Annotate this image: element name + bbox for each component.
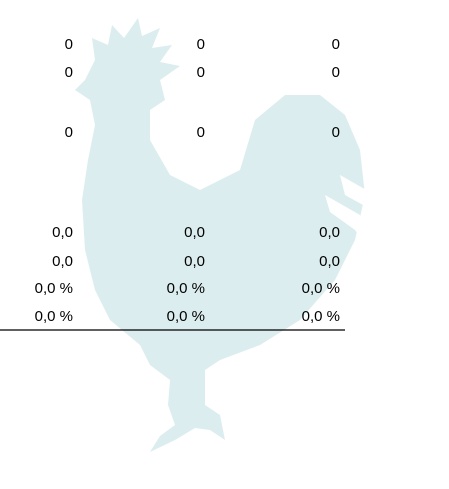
cell: 0,0 %	[35, 308, 73, 325]
cell: 0,0 %	[35, 280, 73, 297]
cell: 0	[332, 124, 340, 141]
cell: 0	[197, 124, 205, 141]
cell: 0,0	[319, 224, 340, 241]
cell: 0,0	[184, 224, 205, 241]
cell: 0	[332, 36, 340, 53]
cell: 0	[65, 124, 73, 141]
cell: 0	[197, 64, 205, 81]
cell: 0,0	[52, 253, 73, 270]
cell: 0	[332, 64, 340, 81]
cell: 0	[197, 36, 205, 53]
rooster-watermark	[75, 18, 385, 452]
cell: 0	[65, 36, 73, 53]
cell: 0,0 %	[302, 308, 340, 325]
cell: 0,0 %	[167, 308, 205, 325]
cell: 0,0	[52, 224, 73, 241]
cell: 0,0 %	[302, 280, 340, 297]
cell: 0,0	[319, 253, 340, 270]
cell: 0	[65, 64, 73, 81]
cell: 0,0	[184, 253, 205, 270]
cell: 0,0 %	[167, 280, 205, 297]
